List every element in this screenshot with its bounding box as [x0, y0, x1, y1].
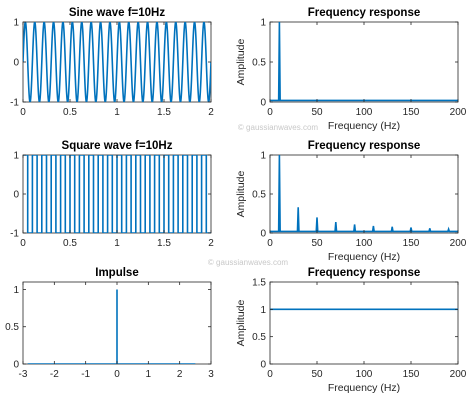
x-tick-label: 50 — [311, 107, 323, 118]
x-tick-label: 2 — [177, 369, 183, 380]
y-tick-label: 1 — [13, 18, 19, 29]
x-tick-label: 150 — [403, 238, 420, 249]
x-tick-label: 0 — [20, 238, 26, 249]
y-tick-label: -1 — [10, 229, 19, 240]
x-axis-label: Frequency (Hz) — [328, 382, 400, 394]
y-tick-label: 0.5 — [5, 322, 19, 333]
series-line — [23, 22, 211, 102]
x-tick-label: 200 — [450, 107, 467, 118]
series-line — [270, 22, 458, 102]
x-tick-label: 200 — [450, 238, 467, 249]
subplot-2: 0 50 100 150 200 0 0.5 1 Frequency response Frequ… — [235, 7, 467, 132]
x-axis-label: Frequency (Hz) — [328, 251, 400, 263]
x-tick-label: 0 — [267, 369, 273, 380]
x-tick-label: 0 — [114, 369, 120, 380]
x-tick-label: 100 — [356, 238, 373, 249]
chart-title: Frequency response — [308, 140, 420, 152]
x-tick-label: 2 — [208, 107, 214, 118]
x-tick-label: 150 — [403, 369, 420, 380]
y-axis-label: Amplitude — [235, 39, 247, 86]
x-tick-label: 1 — [114, 238, 120, 249]
x-tick-label: 1 — [114, 107, 120, 118]
y-tick-label: 0.5 — [252, 58, 266, 69]
y-tick-label: 1.5 — [252, 278, 266, 289]
y-tick-label: 0 — [13, 360, 19, 371]
y-tick-label: 1 — [260, 18, 266, 29]
y-tick-label: 1 — [260, 305, 266, 316]
y-axis-label: Amplitude — [235, 300, 247, 347]
x-tick-label: 0.5 — [63, 238, 77, 249]
x-tick-label: 0 — [20, 107, 26, 118]
chart-title: Sine wave f=10Hz — [69, 7, 165, 19]
chart-title: Square wave f=10Hz — [62, 140, 173, 152]
x-tick-label: -1 — [81, 369, 90, 380]
watermark: © gaussianwaves.com — [238, 123, 318, 132]
x-tick-label: 100 — [356, 107, 373, 118]
chart-title: Impulse — [95, 267, 138, 279]
x-tick-label: 1.5 — [157, 238, 171, 249]
x-tick-label: 0 — [267, 107, 273, 118]
x-tick-label: -3 — [19, 369, 28, 380]
x-axis-label: Frequency (Hz) — [328, 120, 400, 132]
y-tick-label: 0 — [260, 98, 266, 109]
subplot-5: -3 -2 -1 0 1 2 3 0 0.5 1 Impulse — [5, 267, 214, 380]
y-tick-label: 0 — [260, 360, 266, 371]
y-tick-label: 1 — [260, 151, 266, 162]
y-tick-label: 1 — [13, 151, 19, 162]
watermark: © gaussianwaves.com — [208, 258, 288, 267]
x-tick-label: 200 — [450, 369, 467, 380]
y-tick-label: 0.5 — [252, 190, 266, 201]
y-tick-label: 0.5 — [252, 332, 266, 343]
axes-box — [269, 21, 459, 103]
x-tick-label: 0.5 — [63, 107, 77, 118]
y-tick-label: 0 — [13, 190, 19, 201]
y-tick-label: 1 — [13, 285, 19, 296]
chart-title: Frequency response — [308, 267, 420, 279]
axes-box — [269, 281, 459, 365]
x-tick-label: 100 — [356, 369, 373, 380]
x-tick-label: 1.5 — [157, 107, 171, 118]
subplot-4: 0 50 100 150 200 0 0.5 1 Frequency response Frequ… — [235, 140, 467, 263]
x-tick-label: 3 — [208, 369, 214, 380]
y-tick-label: -1 — [10, 98, 19, 109]
axes-box — [269, 154, 459, 234]
subplot-6: 0 50 100 150 200 0 0.5 1 1.5 Frequency response Fr… — [235, 267, 467, 394]
y-tick-label: 0 — [13, 58, 19, 69]
x-tick-label: 150 — [403, 107, 420, 118]
x-tick-label: 50 — [311, 369, 323, 380]
y-axis-label: Amplitude — [235, 171, 247, 218]
x-tick-label: 1 — [146, 369, 152, 380]
x-tick-label: 0 — [267, 238, 273, 249]
x-tick-label: 50 — [311, 238, 323, 249]
x-tick-label: -2 — [50, 369, 59, 380]
chart-title: Frequency response — [308, 7, 420, 19]
y-tick-label: 0 — [260, 229, 266, 240]
series-line — [23, 155, 211, 233]
x-tick-label: 2 — [208, 238, 214, 249]
